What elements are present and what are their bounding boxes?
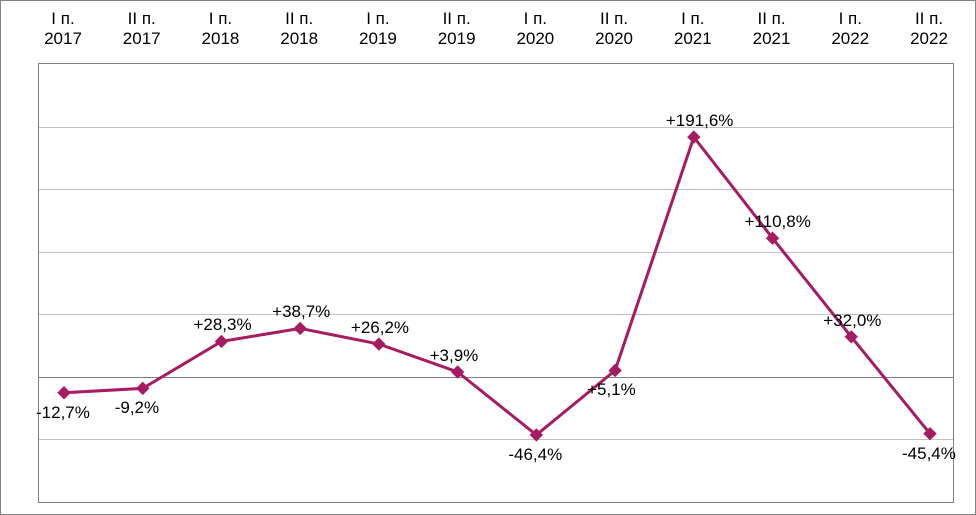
x-tick-line1: I п.: [681, 9, 704, 28]
x-tick-line2: 2019: [359, 29, 397, 48]
x-axis-tick-label: II п.2020: [574, 9, 654, 48]
data-point-label: -9,2%: [115, 398, 159, 418]
data-point-marker: [373, 338, 385, 350]
x-axis-tick-label: I п.2020: [495, 9, 575, 48]
x-tick-line2: 2020: [516, 29, 554, 48]
data-point-label: -45,4%: [902, 444, 956, 464]
data-point-label: +3,9%: [430, 346, 479, 366]
x-tick-line1: I п.: [366, 9, 389, 28]
x-tick-line1: I п.: [524, 9, 547, 28]
x-tick-line2: 2017: [123, 29, 161, 48]
x-tick-line2: 2022: [831, 29, 869, 48]
data-point-marker: [58, 387, 70, 399]
data-point-marker: [294, 322, 306, 334]
x-axis-tick-label: II п.2019: [417, 9, 497, 48]
x-tick-line2: 2021: [753, 29, 791, 48]
x-tick-line2: 2020: [595, 29, 633, 48]
data-point-label: +38,7%: [272, 302, 330, 322]
x-axis-tick-label: I п.2019: [338, 9, 418, 48]
data-point-label: +191,6%: [666, 111, 734, 131]
line-layer: [39, 64, 955, 504]
data-point-label: +110,8%: [745, 212, 811, 232]
series-markers: [58, 131, 936, 441]
x-axis-tick-label: II п.2021: [732, 9, 812, 48]
x-tick-line1: II п.: [443, 9, 471, 28]
x-tick-line1: II п.: [128, 9, 156, 28]
x-tick-line1: II п.: [757, 9, 785, 28]
x-tick-line2: 2018: [202, 29, 240, 48]
x-tick-line1: II п.: [600, 9, 628, 28]
data-point-label: -46,4%: [508, 445, 562, 465]
x-tick-line1: I п.: [839, 9, 862, 28]
x-tick-line1: II п.: [915, 9, 943, 28]
x-axis-tick-label: I п.2022: [810, 9, 890, 48]
x-tick-line1: I п.: [51, 9, 74, 28]
x-axis-tick-label: I п.2018: [180, 9, 260, 48]
data-point-label: +5,1%: [587, 380, 636, 400]
x-axis-tick-label: II п.2018: [259, 9, 339, 48]
data-point-label: -12,7%: [36, 403, 90, 423]
x-tick-line1: I п.: [209, 9, 232, 28]
x-tick-line2: 2017: [44, 29, 82, 48]
x-axis-tick-label: II п.2022: [889, 9, 969, 48]
x-tick-line2: 2018: [280, 29, 318, 48]
x-tick-line1: II п.: [285, 9, 313, 28]
x-tick-line2: 2019: [438, 29, 476, 48]
x-axis-tick-label: I п.2017: [23, 9, 103, 48]
x-tick-line2: 2021: [674, 29, 712, 48]
data-point-label: +28,3%: [193, 315, 251, 335]
data-point-label: +32,0%: [823, 311, 881, 331]
x-axis-tick-label: I п.2021: [653, 9, 733, 48]
x-axis-tick-label: II п.2017: [102, 9, 182, 48]
x-tick-line2: 2022: [910, 29, 948, 48]
chart-container: I п.2017II п.2017I п.2018II п.2018I п.20…: [0, 0, 976, 515]
data-point-label: +26,2%: [351, 318, 409, 338]
series-line: [64, 137, 930, 435]
plot-area: -12,7% -9,2% +28,3% +38,7% +26,2% +3,9% -46,4%…: [38, 63, 954, 503]
